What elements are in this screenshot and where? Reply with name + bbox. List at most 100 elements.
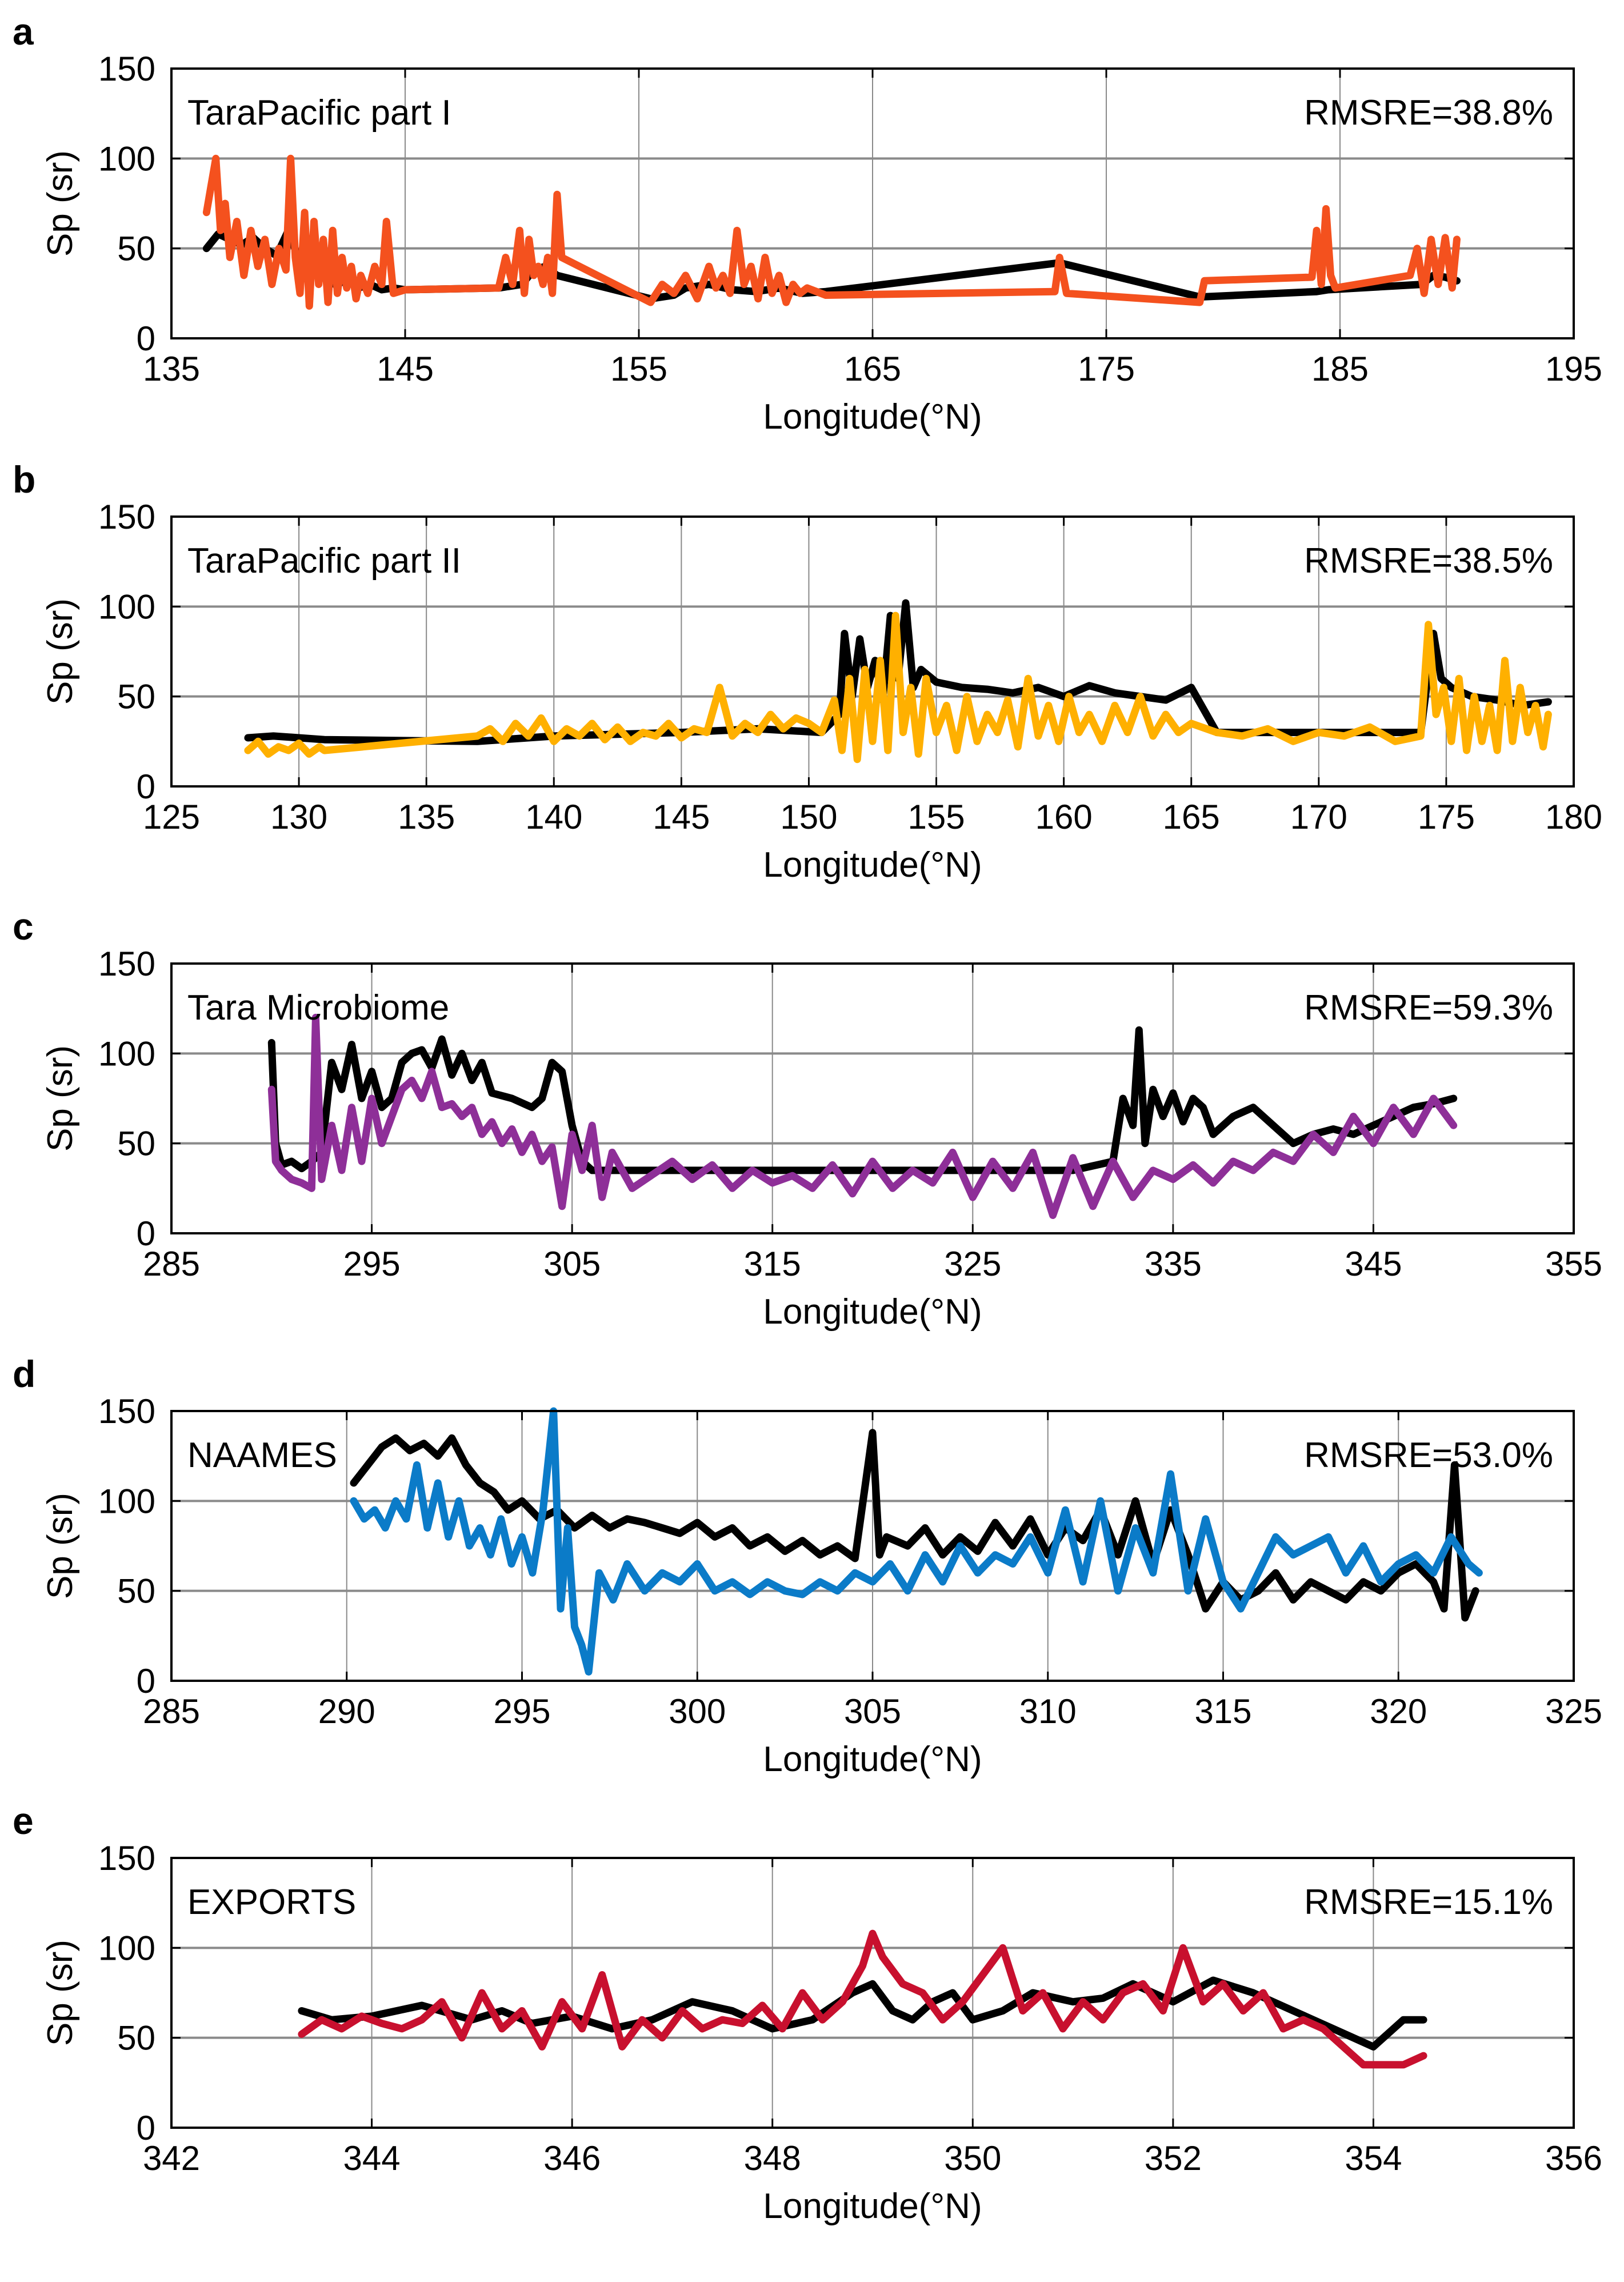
y-tick-label: 50 [117,678,155,716]
x-tick-label: 135 [143,350,200,388]
x-tick-label: 185 [1311,350,1369,388]
x-tick-label: 352 [1145,2139,1202,2177]
x-tick-label: 285 [143,1692,200,1731]
panel-e: e 342 344 346 348 350 352 354 356 0 50 100 150 Longit… [13,1800,1602,2226]
y-tick-label: 100 [98,1034,155,1073]
axes-frame [170,962,1575,1234]
y-tick-label: 50 [117,1572,155,1610]
panel-b: b 125 130 135 140 145 150 155 160 165 170 175 180 0 50… [13,458,1602,885]
panel-a: a 135 145 155 165 175 185 195 0 50 100 150 Longitude… [13,10,1602,437]
y-tick-label: 150 [98,945,155,983]
y-axis-label: Sp (sr) [41,1493,80,1599]
rmsre-annotation: RMSRE=15.1% [1304,1883,1553,1922]
y-tick-label: 50 [117,2019,155,2057]
plot-area [171,1858,1574,2128]
x-tick-label: 180 [1545,798,1602,836]
series-line-reference [267,1026,1458,1174]
panel-c: c 285 295 305 315 325 335 345 355 0 50 100 150 Longit… [13,905,1602,1332]
x-tick-label: 315 [1194,1692,1251,1731]
axes-frame [170,1857,1575,2129]
rmsre-annotation: RMSRE=53.0% [1304,1436,1553,1475]
y-axis-label: Sp (sr) [41,598,80,705]
y-tick-label: 150 [98,1839,155,1877]
x-tick-label: 325 [944,1245,1001,1283]
y-tick-label: 0 [137,768,155,806]
x-tick-label: 295 [493,1692,550,1731]
x-tick-label: 160 [1035,798,1093,836]
rmsre-annotation: RMSRE=59.3% [1304,988,1553,1028]
panel-label: c [13,905,34,948]
x-tick-label: 150 [780,798,837,836]
x-tick-label: 155 [907,798,965,836]
y-tick-label: 0 [137,319,155,358]
y-tick-label: 100 [98,588,155,626]
x-tick-label: 348 [744,2139,801,2177]
x-axis-label: Longitude(°N) [763,845,982,885]
x-tick-label: 344 [343,2139,401,2177]
chart-title: NAAMES [187,1436,337,1475]
x-axis-label: Longitude(°N) [763,1740,982,1779]
x-tick-label: 356 [1545,2139,1602,2177]
x-tick-label: 335 [1145,1245,1202,1283]
y-tick-label: 100 [98,139,155,178]
y-tick-label: 150 [98,50,155,88]
y-tick-label: 50 [117,1125,155,1163]
rmsre-annotation: RMSRE=38.8% [1304,93,1553,133]
x-tick-label: 125 [143,798,200,836]
y-tick-label: 100 [98,1482,155,1520]
axes-frame [170,515,1575,788]
x-tick-label: 165 [1163,798,1220,836]
chart-title: TaraPacific part II [187,541,461,581]
x-tick-label: 285 [143,1245,200,1283]
x-tick-label: 315 [744,1245,801,1283]
x-tick-label: 165 [844,350,901,388]
x-axis-label: Longitude(°N) [763,397,982,437]
y-axis-label: Sp (sr) [41,1940,80,2046]
x-tick-label: 300 [669,1692,726,1731]
series-line-estimate [267,1013,1458,1219]
x-axis-label: Longitude(°N) [763,1292,982,1332]
x-tick-label: 350 [944,2139,1001,2177]
y-tick-label: 0 [137,1662,155,1700]
panel-label: a [13,10,34,53]
y-axis-label: Sp (sr) [41,150,80,257]
x-tick-label: 175 [1078,350,1135,388]
x-tick-label: 195 [1545,350,1602,388]
panel-d: d 285 290 295 300 305 310 315 320 325 0 50 100 150 Lon… [13,1353,1602,1779]
x-tick-label: 290 [318,1692,375,1731]
rmsre-annotation: RMSRE=38.5% [1304,541,1553,581]
x-tick-label: 320 [1370,1692,1427,1731]
x-tick-label: 345 [1345,1245,1402,1283]
series-line-estimate [244,612,1552,764]
y-tick-label: 0 [137,1214,155,1253]
series-line-reference [350,1429,1479,1622]
plot-area [171,964,1574,1233]
y-tick-label: 150 [98,498,155,536]
x-tick-label: 135 [398,798,455,836]
series-line-estimate [202,154,1461,310]
panel-label: e [13,1800,34,1842]
x-tick-label: 130 [270,798,327,836]
grid [171,1858,1574,2128]
grid [171,69,1574,338]
x-tick-label: 305 [543,1245,601,1283]
x-tick-label: 175 [1418,798,1475,836]
x-tick-label: 355 [1545,1245,1602,1283]
x-axis-label: Longitude(°N) [763,2187,982,2226]
y-axis-label: Sp (sr) [41,1045,80,1152]
y-tick-label: 0 [137,2109,155,2147]
y-tick-label: 100 [98,1929,155,1967]
panel-label: d [13,1353,35,1395]
series-line-estimate [350,1407,1483,1676]
x-tick-label: 305 [844,1692,901,1731]
x-tick-label: 145 [653,798,710,836]
x-tick-label: 145 [377,350,434,388]
chart-title: TaraPacific part I [187,93,451,133]
series-line-estimate [298,1929,1427,2069]
x-tick-label: 325 [1545,1692,1602,1731]
grid [171,517,1574,786]
panel-label: b [13,458,35,501]
y-tick-label: 50 [117,230,155,268]
grid [171,1411,1574,1681]
